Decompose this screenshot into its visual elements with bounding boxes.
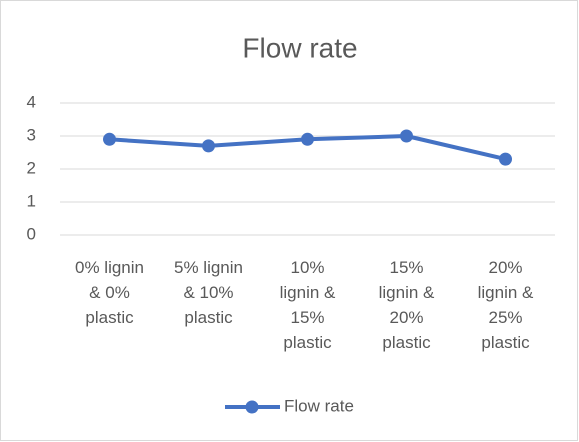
y-tick-label: 4	[27, 92, 36, 111]
x-tick-label: 5% lignin & 10% plastic	[174, 258, 243, 327]
y-tick-label: 0	[27, 224, 36, 243]
y-tick-label: 1	[27, 191, 36, 210]
y-tick-label: 2	[27, 158, 36, 177]
marker	[400, 129, 413, 143]
y-tick-label: 3	[27, 125, 36, 144]
legend-label: Flow rate	[284, 396, 354, 415]
x-tick-label: 15% lignin & 20% plastic	[378, 258, 435, 352]
marker	[499, 152, 512, 166]
x-tick-label: 0% lignin & 0% plastic	[75, 258, 144, 327]
marker	[103, 132, 116, 146]
chart-title: Flow rate	[242, 32, 357, 63]
x-tick-label: 20% lignin & 25% plastic	[477, 258, 534, 352]
x-tick-label: 10% lignin & 15% plastic	[279, 258, 336, 352]
marker	[301, 132, 314, 146]
marker	[202, 139, 215, 153]
legend-marker	[245, 400, 259, 414]
